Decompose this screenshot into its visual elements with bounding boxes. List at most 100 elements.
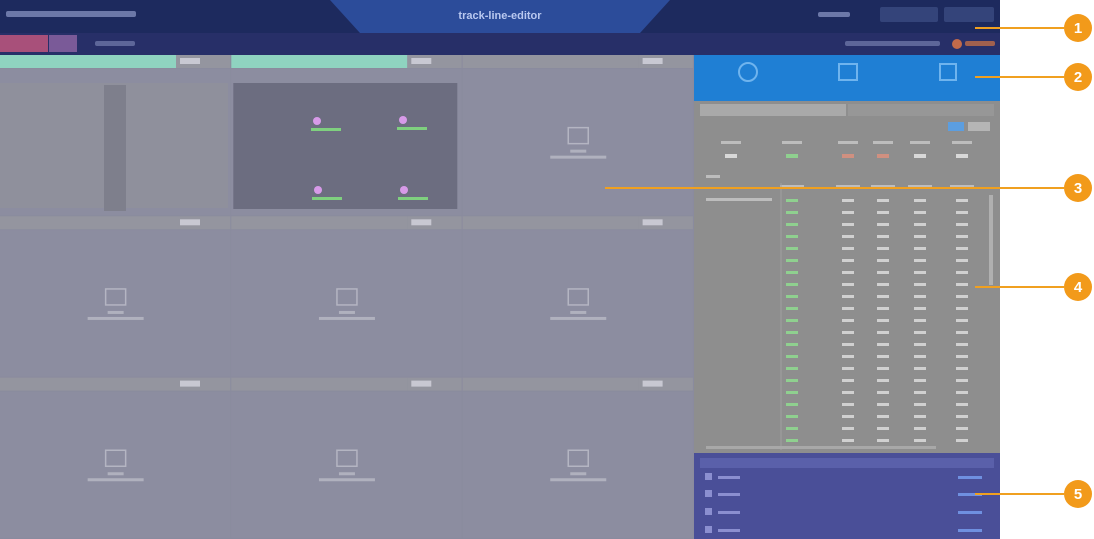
cell <box>786 235 798 238</box>
cell <box>914 295 926 298</box>
cell <box>842 259 854 262</box>
settings-header <box>700 458 994 468</box>
column-header <box>908 185 932 188</box>
cell <box>877 283 889 286</box>
panel-button[interactable] <box>411 219 432 226</box>
column-header <box>836 185 860 188</box>
sub-tab[interactable] <box>700 104 846 116</box>
button[interactable] <box>968 122 990 131</box>
cell <box>914 331 926 334</box>
panel-body <box>462 69 693 216</box>
blurred-text <box>718 529 740 532</box>
empty-icon <box>336 449 358 467</box>
target-marker <box>399 116 407 124</box>
cell <box>877 355 889 358</box>
panel-header <box>462 377 639 391</box>
panel-header <box>0 55 176 68</box>
target-label <box>311 128 341 131</box>
cell <box>877 403 889 406</box>
panel-button[interactable] <box>642 380 663 387</box>
checkbox[interactable] <box>705 526 712 533</box>
checkbox[interactable] <box>705 473 712 480</box>
callout-badge <box>1064 14 1092 42</box>
cell <box>786 403 798 406</box>
panel-button[interactable] <box>411 380 432 387</box>
cell <box>914 283 926 286</box>
toolbar <box>0 33 1000 55</box>
checkbox[interactable] <box>705 508 712 515</box>
panel-button[interactable] <box>642 58 663 64</box>
cell <box>786 307 798 310</box>
panel-header <box>0 377 176 391</box>
cell <box>842 199 854 202</box>
cell <box>786 283 798 286</box>
cell <box>956 283 968 286</box>
callout-number: 2 <box>1074 69 1082 86</box>
target-marker <box>314 186 322 194</box>
cell <box>842 403 854 406</box>
scrollbar <box>706 446 936 449</box>
cell <box>786 319 798 322</box>
stat-label <box>721 141 741 144</box>
callout-number: 3 <box>1074 180 1082 197</box>
blurred-value <box>958 476 982 479</box>
sub-tab[interactable] <box>848 104 994 116</box>
panel-button[interactable] <box>180 219 200 226</box>
cell <box>877 379 889 382</box>
panel-button[interactable] <box>180 58 200 64</box>
cell <box>914 415 926 418</box>
panel-header <box>462 216 639 230</box>
cell <box>842 271 854 274</box>
blurred-text <box>718 511 740 514</box>
cell <box>786 439 798 442</box>
blurred-text <box>718 476 740 479</box>
header-button[interactable] <box>944 7 994 22</box>
cell <box>877 331 889 334</box>
cell <box>786 211 798 214</box>
video-frame <box>233 83 458 209</box>
stat-value <box>725 154 737 158</box>
blurred-text <box>570 472 587 476</box>
cell <box>956 391 968 394</box>
toolbar-button[interactable] <box>0 35 48 52</box>
cell <box>914 211 926 214</box>
panel-button[interactable] <box>180 380 200 387</box>
header-button[interactable] <box>880 7 938 22</box>
tab-icon[interactable] <box>838 63 858 81</box>
cell <box>877 415 889 418</box>
stat-label <box>782 141 802 144</box>
cell <box>786 199 798 202</box>
cell <box>842 211 854 214</box>
cell <box>956 439 968 442</box>
stat-value <box>786 154 798 158</box>
cell <box>877 223 889 226</box>
panel-button[interactable] <box>411 58 432 64</box>
cell <box>877 307 889 310</box>
panel-button[interactable] <box>642 219 663 226</box>
cell <box>786 367 798 370</box>
cell <box>956 343 968 346</box>
blurred-text <box>570 310 587 314</box>
tab-icon[interactable] <box>939 63 957 81</box>
stat-value <box>914 154 926 158</box>
toolbar-button[interactable] <box>49 35 77 52</box>
panel-body <box>0 230 231 377</box>
blurred-text <box>107 310 124 314</box>
cell <box>914 427 926 430</box>
panel-header <box>231 216 408 230</box>
cell <box>877 427 889 430</box>
cell <box>786 331 798 334</box>
button[interactable] <box>948 122 964 131</box>
cell <box>914 391 926 394</box>
icon <box>952 39 962 49</box>
column-header <box>780 185 804 188</box>
callout-number: 5 <box>1074 486 1082 503</box>
callout-badge <box>1064 273 1092 301</box>
checkbox[interactable] <box>705 490 712 497</box>
cell <box>842 247 854 250</box>
cell <box>842 319 854 322</box>
cell <box>956 367 968 370</box>
tab-icon[interactable] <box>738 62 758 82</box>
cell <box>914 319 926 322</box>
